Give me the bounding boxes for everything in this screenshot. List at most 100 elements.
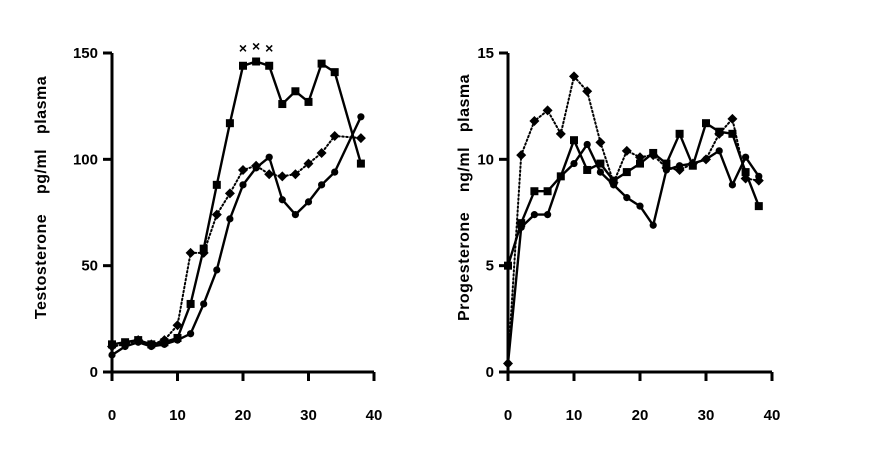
data-point-circle <box>213 266 221 274</box>
data-point-diamond <box>251 160 262 171</box>
data-point-circle <box>265 153 273 161</box>
series-line <box>507 75 760 365</box>
x-tick-label: 0 <box>108 407 116 424</box>
data-point-diamond <box>503 358 513 369</box>
data-point-circle <box>200 300 208 308</box>
progesterone-chart: 0 5 10 15 0 10 20 30 40 Progesterone ng/ml plasma <box>456 45 780 424</box>
y-axis-label: Testosterone pg/ml plasma <box>33 76 50 319</box>
data-point-circle <box>570 159 578 168</box>
data-point-square <box>596 159 605 168</box>
data-point-circle <box>331 168 339 176</box>
data-point-diamond <box>159 335 170 346</box>
series-circle <box>108 113 365 359</box>
data-point-diamond <box>120 339 131 350</box>
data-point-diamond <box>621 145 632 156</box>
data-point-diamond <box>542 105 553 116</box>
data-point-square <box>741 168 750 177</box>
data-point-diamond <box>211 209 222 220</box>
data-point-circle <box>649 221 657 229</box>
data-point-diamond <box>107 341 117 352</box>
data-point-square <box>265 61 274 70</box>
data-point-diamond <box>753 175 764 186</box>
data-point-diamond <box>516 150 527 161</box>
series-line <box>506 143 760 364</box>
data-point-circle <box>239 181 247 189</box>
data-point-circle <box>544 211 552 219</box>
y-tick-label: 10 <box>477 151 494 168</box>
data-point-square <box>278 100 287 109</box>
data-point-diamond <box>172 320 183 331</box>
data-point-diamond <box>714 128 725 139</box>
data-point-diamond <box>569 71 579 82</box>
data-point-diamond <box>264 169 275 180</box>
data-point-square <box>583 165 592 174</box>
x-tick-label: 30 <box>698 407 715 424</box>
data-point-diamond <box>290 169 301 180</box>
data-point-diamond <box>674 164 685 175</box>
data-point-circle <box>728 181 737 189</box>
data-point-diamond <box>648 150 659 161</box>
data-point-diamond <box>595 137 606 148</box>
data-point-diamond <box>529 116 540 127</box>
x-tick-label: 20 <box>235 407 252 424</box>
data-point-square <box>728 129 737 138</box>
data-point-diamond <box>133 335 144 346</box>
data-point-square <box>622 168 631 177</box>
series-circle <box>504 140 763 368</box>
data-point-circle <box>583 140 591 149</box>
significance-mark: × <box>265 40 273 56</box>
data-point-square <box>330 68 339 77</box>
data-point-diamond <box>329 130 340 141</box>
data-point-square <box>543 187 552 196</box>
data-point-diamond <box>555 128 566 139</box>
data-point-diamond <box>316 147 327 158</box>
x-tick-label: 20 <box>632 407 649 424</box>
y-tick-label: 50 <box>81 258 98 275</box>
data-point-square <box>530 187 539 196</box>
data-point-diamond <box>701 154 711 165</box>
data-point-square <box>636 159 644 168</box>
x-tick-label: 30 <box>300 407 317 424</box>
data-point-diamond <box>687 158 698 169</box>
y-tick-label: 15 <box>477 45 494 62</box>
data-point-diamond <box>146 339 157 350</box>
y-tick-label: 5 <box>486 258 494 275</box>
data-point-square <box>702 119 710 128</box>
data-point-circle <box>226 215 234 223</box>
data-point-circle <box>278 196 286 204</box>
x-tick-label: 0 <box>504 407 512 424</box>
data-point-square <box>754 202 763 211</box>
data-point-circle <box>530 211 539 219</box>
data-point-diamond <box>727 113 738 124</box>
significance-mark: × <box>239 40 247 56</box>
data-point-circle <box>715 147 723 155</box>
data-point-square <box>291 87 300 96</box>
data-point-circle <box>108 351 116 359</box>
data-point-circle <box>357 113 365 121</box>
data-point-diamond <box>635 152 645 163</box>
data-point-diamond <box>238 164 248 175</box>
data-point-circle <box>187 330 195 338</box>
data-point-circle <box>517 223 525 231</box>
significance-mark: × <box>252 38 260 54</box>
data-point-square <box>504 261 512 270</box>
data-point-square <box>252 57 261 66</box>
data-point-diamond <box>303 158 314 169</box>
data-point-circle <box>636 202 644 210</box>
x-tick-label: 10 <box>169 407 186 424</box>
data-point-square <box>570 136 578 145</box>
testosterone-chart: 0 50 100 150 0 10 20 30 40 Testosterone pg/ml pla… <box>33 38 382 424</box>
x-tick-label: 40 <box>764 407 781 424</box>
data-point-circle <box>173 336 182 344</box>
x-tick-label: 40 <box>366 407 383 424</box>
data-point-circle <box>291 211 299 219</box>
data-point-diamond <box>198 247 209 258</box>
series-diamond <box>107 130 366 352</box>
data-point-diamond <box>277 171 288 182</box>
data-point-circle <box>742 153 750 161</box>
y-tick-label: 0 <box>486 364 494 381</box>
data-point-square <box>304 97 313 106</box>
data-point-square <box>356 159 365 168</box>
data-point-square <box>675 129 684 138</box>
